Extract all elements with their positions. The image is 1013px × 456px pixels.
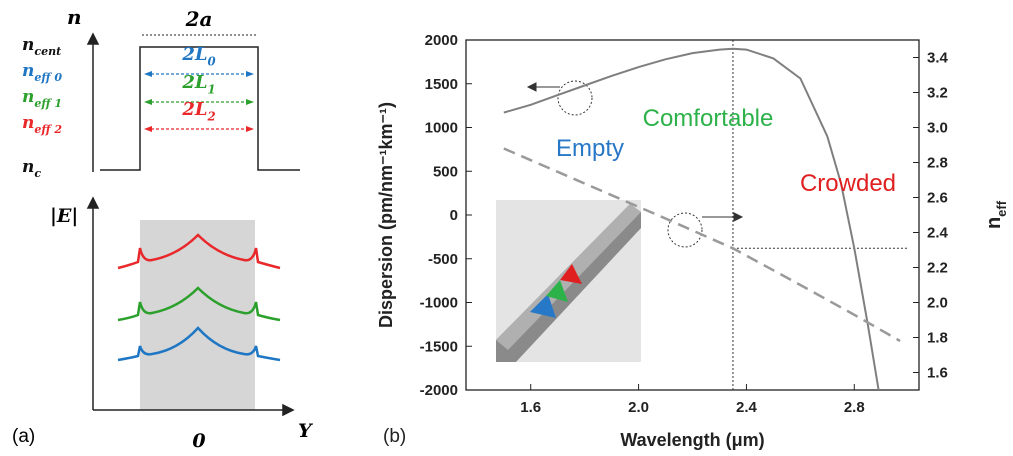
y-tick-label: -500: [428, 251, 458, 268]
x-axis-label: Wavelength (μm): [620, 430, 764, 450]
level-label-base: n: [22, 113, 34, 133]
arrowhead: [282, 403, 295, 417]
x-tick-label: 1.6: [520, 399, 541, 416]
level-label-sub: eff 0: [34, 71, 62, 84]
level-label: neff 1: [22, 87, 62, 110]
level-label-sub: eff 1: [34, 97, 62, 110]
arrowhead: [246, 99, 254, 105]
arrowhead: [144, 71, 152, 77]
index-profile: [100, 46, 300, 171]
y2-tick-label: 3.2: [927, 85, 948, 102]
y2-axis-label: neff: [983, 200, 1009, 229]
core-region: [140, 220, 255, 410]
y-tick-label: 500: [433, 163, 458, 180]
x-tick-label: 2.0: [628, 399, 649, 416]
origin-label: 0: [192, 430, 205, 452]
arrowhead: [144, 99, 152, 105]
level-label: neff 0: [22, 61, 62, 84]
y2-tick-label: 2.0: [927, 295, 948, 312]
mode-marker: [560, 264, 582, 284]
series-line: [503, 147, 901, 343]
axis-label: n: [67, 5, 82, 29]
y-tick-label: -1000: [420, 295, 458, 312]
y2-tick-label: 3.0: [927, 120, 948, 137]
level-label-base: n: [22, 157, 34, 177]
level-label-sub: cent: [34, 45, 61, 58]
level-label-sub: eff 2: [34, 123, 62, 136]
y2-tick-label: 2.8: [927, 155, 948, 172]
mode-marker: [546, 280, 568, 302]
annotation: Empty: [556, 135, 624, 162]
axis-label: |E|: [50, 205, 78, 227]
x-tick-label: 2.8: [844, 399, 865, 416]
panel-label: (b): [383, 426, 406, 447]
axis-label: Y: [298, 420, 314, 442]
panel-a: [86, 32, 300, 417]
annotation: Comfortable: [643, 105, 774, 132]
mode-profile: [117, 286, 281, 322]
mode-marker: [530, 294, 556, 318]
y-tick-label: 2000: [425, 32, 458, 49]
y-tick-label: 1500: [425, 76, 458, 93]
level-label-base: n: [22, 61, 34, 81]
y2-tick-label: 1.6: [927, 365, 948, 382]
length-label-base: 2L: [181, 99, 207, 120]
y-axis-label: Dispersion (pm/nm⁻¹km⁻¹): [376, 102, 396, 328]
annotation: Crowded: [800, 170, 896, 197]
callouts: [526, 80, 744, 248]
length-label-sub: 1: [208, 82, 216, 96]
length-label-base: 2L: [181, 44, 207, 65]
length-label-base: 2L: [181, 72, 207, 93]
arrowhead: [86, 32, 100, 45]
y-tick-label: 1000: [425, 120, 458, 137]
mode-profile: [117, 326, 281, 362]
y2-tick-label: 1.8: [927, 330, 948, 347]
y2-axis-label-base: n: [983, 217, 1005, 229]
panel-label: (a): [12, 426, 35, 447]
y2-tick-label: 2.4: [927, 225, 949, 242]
y-tick-label: -1500: [420, 338, 458, 355]
mode-profile: [117, 233, 281, 270]
y-tick-label: -2000: [420, 382, 458, 399]
x-tick-label: 2.4: [736, 399, 758, 416]
width-label: 2a: [185, 7, 213, 31]
level-label-sub: c: [34, 167, 41, 180]
level-label: nc: [22, 157, 41, 180]
length-label: 2L2: [181, 99, 215, 123]
series-line: [503, 47, 880, 391]
arrowhead: [733, 212, 744, 222]
callout-circle: [557, 80, 593, 116]
callout-circle: [667, 212, 703, 248]
arrowhead: [246, 126, 254, 132]
level-label-base: n: [22, 35, 34, 55]
length-label: 2L1: [181, 72, 215, 96]
y2-tick-label: 2.2: [927, 260, 948, 277]
level-label: neff 2: [22, 113, 62, 136]
y2-tick-label: 3.4: [927, 50, 949, 67]
level-label-base: n: [22, 87, 34, 107]
arrowhead: [144, 126, 152, 132]
length-label-sub: 2: [207, 109, 216, 123]
length-label-sub: 0: [208, 54, 216, 68]
length-label: 2L0: [181, 44, 215, 68]
arrowhead: [526, 82, 537, 92]
y2-axis-label-sub: eff: [994, 200, 1009, 217]
arrowhead: [86, 196, 100, 209]
y2-tick-label: 2.6: [927, 190, 948, 207]
y-tick-label: 0: [450, 207, 458, 224]
arrowhead: [246, 71, 254, 77]
level-label: ncent: [22, 35, 61, 58]
